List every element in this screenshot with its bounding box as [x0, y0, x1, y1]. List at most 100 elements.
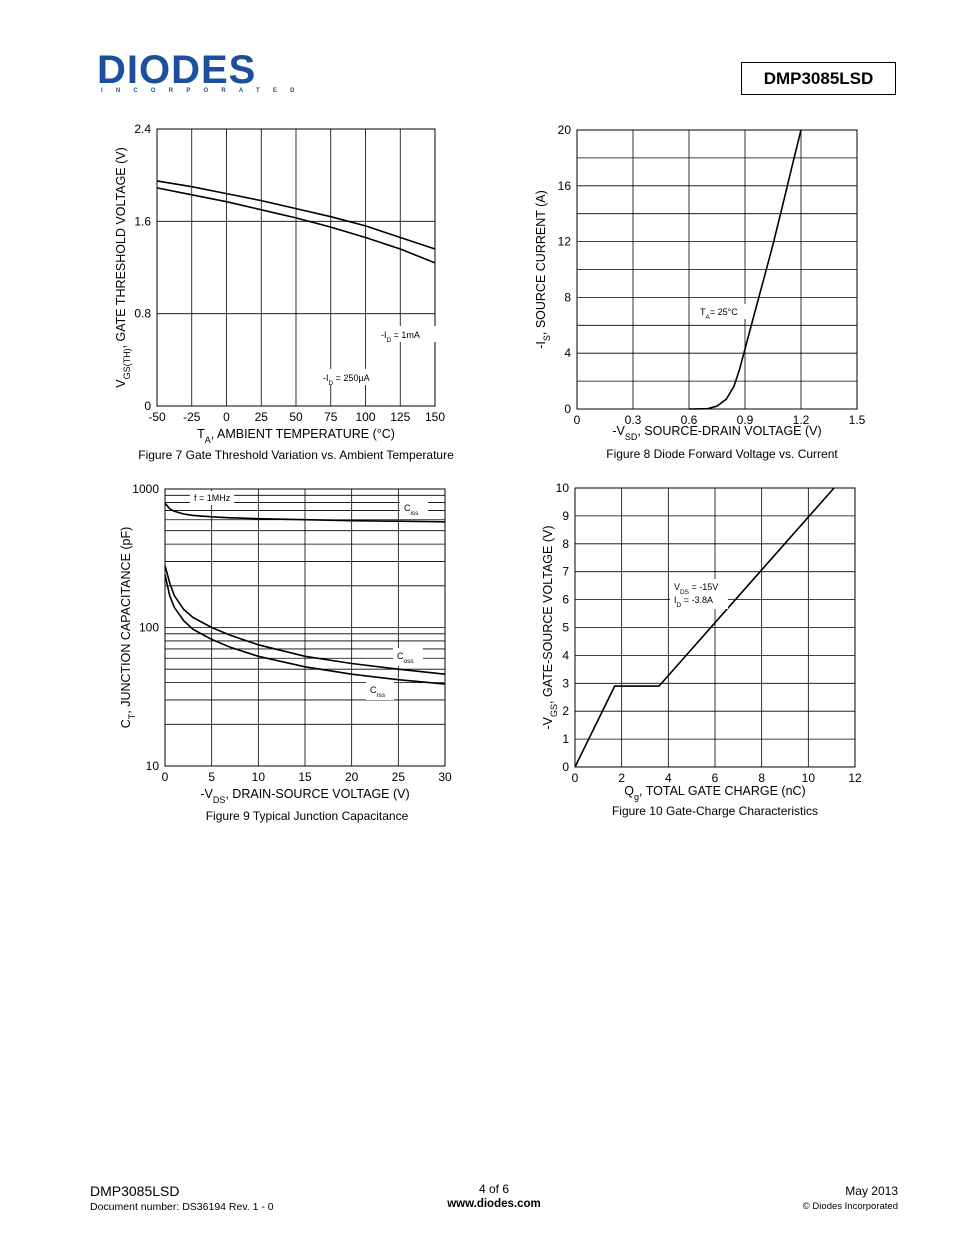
- label-background: [366, 682, 394, 700]
- y-tick-label: 1.6: [134, 214, 151, 228]
- x-tick-label: 20: [345, 770, 359, 784]
- y-tick-label: 10: [556, 481, 570, 495]
- y-tick-label: 3: [562, 676, 569, 690]
- x-tick-label: 10: [252, 770, 266, 784]
- footer-right: May 2013 © Diodes Incorporated: [803, 1184, 898, 1212]
- series-label-crss: Crss: [370, 685, 385, 699]
- footer-website-link[interactable]: www.diodes.com: [447, 1198, 541, 1210]
- x-tick-label: 0: [162, 770, 169, 784]
- x-tick-label: 0.3: [625, 413, 642, 427]
- y-tick-label: 10: [146, 759, 160, 773]
- x-tick-label: 10: [802, 771, 816, 785]
- y-tick-label: 0.8: [134, 307, 151, 321]
- y-tick-label: 2.4: [134, 122, 151, 136]
- x-tick-label: 100: [355, 410, 375, 424]
- footer-copyright: © Diodes Incorporated: [802, 1201, 898, 1212]
- x-axis-label: -VDS, DRAIN-SOURCE VOLTAGE (V): [200, 787, 409, 805]
- x-tick-label: 4: [665, 771, 672, 785]
- logo-wordmark: DIODES: [97, 48, 257, 92]
- footer-center: 4 of 6 www.diodes.com: [394, 1182, 594, 1210]
- series-line-0: [688, 129, 802, 410]
- y-axis-label: -IS, SOURCE CURRENT (A): [534, 190, 552, 349]
- series-label-ciss: Ciss: [404, 503, 418, 517]
- series-line-1: [156, 187, 436, 264]
- footer-page-number: 4 of 6: [478, 1182, 510, 1196]
- x-tick-label: 15: [298, 770, 312, 784]
- x-tick-label: 1.2: [793, 413, 810, 427]
- x-tick-label: 1.5: [849, 413, 866, 427]
- x-tick-label: 50: [289, 410, 303, 424]
- x-tick-label: 6: [712, 771, 719, 785]
- series-label-id-250ua: -ID = 250µA: [323, 373, 370, 387]
- x-tick-label: 5: [208, 770, 215, 784]
- annotation-frequency: f = 1MHz: [194, 493, 231, 503]
- diodes-logo: DIODES INCORPORATED: [97, 48, 294, 100]
- x-tick-label: 0: [572, 771, 579, 785]
- y-tick-label: 100: [139, 621, 159, 635]
- series-line-0: [574, 487, 835, 768]
- y-tick-label: 7: [562, 565, 569, 579]
- label-background: [190, 491, 234, 505]
- y-tick-label: 0: [562, 760, 569, 774]
- x-tick-label: 0: [574, 413, 581, 427]
- y-tick-label: 8: [564, 290, 571, 304]
- plot-frame: [576, 129, 858, 410]
- x-tick-label: 125: [390, 410, 410, 424]
- y-tick-label: 1: [562, 732, 569, 746]
- series-line-0: [156, 180, 436, 250]
- x-tick-label: -25: [183, 410, 201, 424]
- x-tick-label: -50: [148, 410, 166, 424]
- footer-left: DMP3085LSD Document number: DS36194 Rev.…: [90, 1183, 274, 1213]
- fig7-chart: -50 -25 0 25 50 75 100 125 150 0 0.8 1.6 2.4 TA, AMBI…: [114, 122, 445, 445]
- series-line-2: [164, 574, 446, 685]
- x-tick-label: 25: [255, 410, 269, 424]
- x-tick-label: 2: [618, 771, 625, 785]
- x-tick-label: 0.9: [737, 413, 754, 427]
- annotation-id: ID = -3.8A: [674, 595, 713, 609]
- y-axis-label: CT, JUNCTION CAPACITANCE (pF): [119, 527, 137, 729]
- x-tick-label: 75: [324, 410, 338, 424]
- y-axis-label: -VGS, GATE-SOURCE VOLTAGE (V): [541, 525, 559, 729]
- annotation-ta: TA= 25°C: [700, 307, 738, 321]
- y-tick-label: 2: [562, 704, 569, 718]
- x-axis-label: Qg, TOTAL GATE CHARGE (nC): [624, 784, 805, 802]
- label-background: [320, 369, 382, 385]
- fig10-caption: Figure 10 Gate-Charge Characteristics: [611, 804, 819, 818]
- x-axis-label: -VSD, SOURCE-DRAIN VOLTAGE (V): [612, 424, 821, 442]
- series-line-0: [164, 502, 446, 523]
- y-tick-label: 4: [564, 346, 571, 360]
- footer-part-number: DMP3085LSD: [90, 1183, 180, 1199]
- series-line-1: [164, 565, 446, 675]
- label-background: [696, 304, 746, 319]
- x-tick-label: 0: [223, 410, 230, 424]
- fig8-chart: 0 0.3 0.6 0.9 1.2 1.5 0 4 8 12 16 20 -VSD, SOURCE-DR…: [534, 123, 866, 442]
- series-label-coss: Coss: [397, 651, 414, 665]
- y-tick-label: 0: [564, 402, 571, 416]
- y-tick-label: 12: [558, 235, 572, 249]
- y-tick-label: 6: [562, 593, 569, 607]
- y-tick-label: 8: [562, 537, 569, 551]
- x-tick-label: 12: [848, 771, 862, 785]
- series-label-id-1ma: -ID = 1mA: [381, 330, 420, 344]
- logo-subtext: INCORPORATED: [101, 88, 308, 94]
- fig8-caption: Figure 8 Diode Forward Voltage vs. Curre…: [606, 447, 838, 461]
- footer-document-number: Document number: DS36194 Rev. 1 - 0: [90, 1201, 274, 1213]
- label-background: [378, 326, 438, 342]
- plot-frame: [574, 487, 856, 768]
- x-axis-label: TA, AMBIENT TEMPERATURE (°C): [197, 427, 395, 445]
- y-tick-label: 16: [558, 179, 572, 193]
- x-tick-label: 30: [438, 770, 452, 784]
- x-tick-label: 150: [425, 410, 445, 424]
- y-axis-label: VGS(TH), GATE THRESHOLD VOLTAGE (V): [114, 147, 132, 388]
- annotation-vds: VDS = -15V: [674, 582, 718, 596]
- y-tick-label: 9: [562, 509, 569, 523]
- footer-date: May 2013: [845, 1184, 898, 1198]
- label-background: [400, 500, 428, 518]
- fig9-caption: Figure 9 Typical Junction Capacitance: [205, 809, 409, 823]
- y-tick-label: 4: [562, 648, 569, 662]
- plot-frame: [164, 488, 446, 767]
- x-tick-label: 25: [392, 770, 406, 784]
- label-background: [393, 648, 423, 666]
- y-tick-label: 20: [558, 123, 572, 137]
